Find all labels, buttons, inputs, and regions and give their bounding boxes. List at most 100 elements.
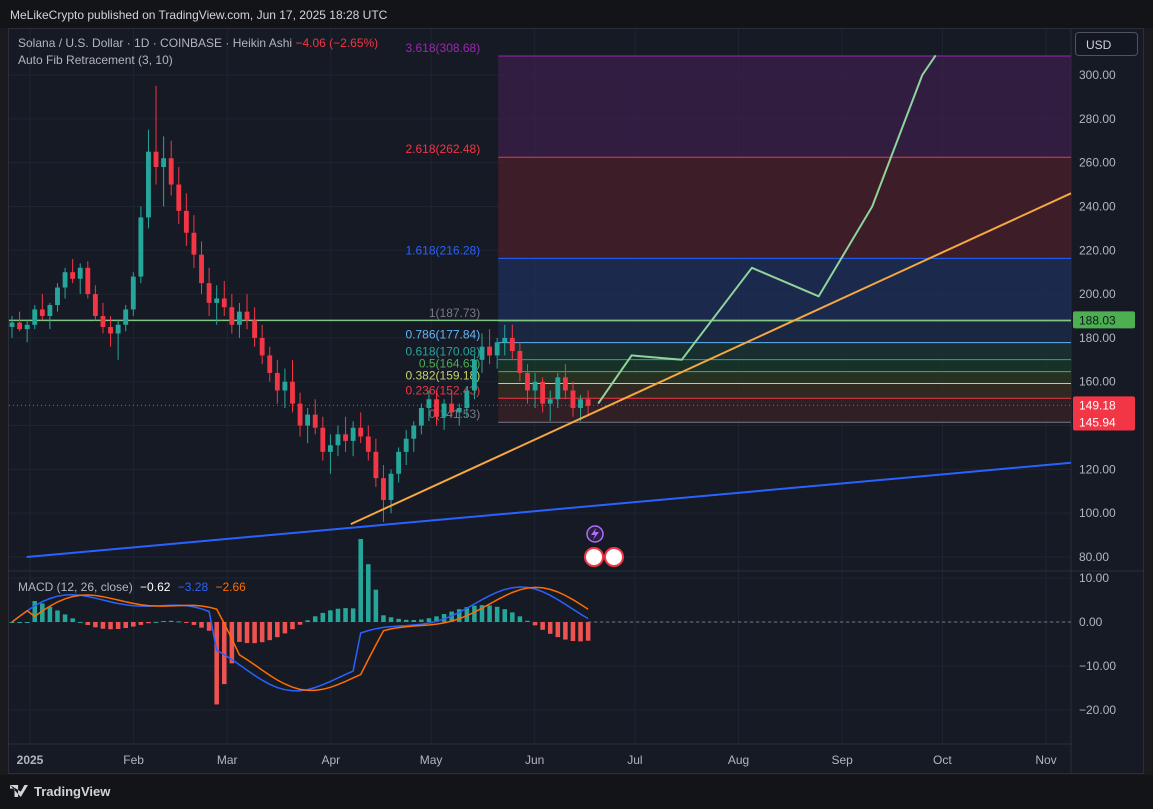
fib-label-0.786: 0.786(177.84) (406, 328, 481, 342)
candle-body (517, 351, 523, 373)
macd-histogram-bar (456, 609, 462, 622)
price-axis-tick: 80.00 (1079, 550, 1109, 564)
axes: 300.00 280.00 260.00 240.00 220.00 200.00 180.… (9, 68, 1116, 767)
candle-body (77, 267, 83, 279)
candle-body (24, 324, 30, 330)
fib-indicator-legend[interactable]: Auto Fib Retracement (3, 10) (18, 53, 173, 67)
candle-body (456, 408, 462, 413)
macd-histogram-bar (267, 622, 273, 641)
candle-body (92, 294, 98, 316)
fib-zone-0.5 (498, 371, 1072, 384)
time-axis-tick: Oct (933, 753, 952, 767)
candle-body (403, 438, 409, 452)
price-label-box (1073, 413, 1135, 431)
macd-histogram-bar (350, 608, 356, 622)
blue-support-trendline[interactable] (26, 461, 1072, 558)
us-flag-event-icon[interactable] (584, 547, 604, 567)
macd-pane (9, 539, 1071, 705)
macd-histogram-bar (115, 622, 121, 629)
candle-body (358, 427, 364, 437)
candle-body (464, 390, 470, 409)
candle-body (130, 276, 136, 310)
candle-body (259, 337, 265, 356)
time-axis-tick: Feb (123, 753, 144, 767)
candle-body (532, 381, 538, 391)
macd-histogram-bar (381, 615, 386, 622)
macd-histogram-bar (168, 620, 174, 622)
macd-histogram-bar (214, 622, 219, 705)
candle-body (585, 399, 591, 406)
us-flag-event-icon[interactable] (604, 547, 624, 567)
price-label-text: 149.18 (1079, 398, 1116, 412)
macd-histogram-bar (93, 622, 98, 628)
macd-histogram-bar (419, 619, 424, 622)
candle-body (350, 427, 356, 441)
candle-body (312, 414, 318, 428)
time-axis-tick: Jul (627, 753, 642, 767)
fib-retracement[interactable]: 3.618(308.68) 2.618(262.48) 1.618(216.28) 1… (9, 41, 1072, 423)
event-icons[interactable] (584, 525, 624, 567)
macd-histogram-bar (494, 606, 500, 622)
price-label-box (1073, 311, 1135, 329)
price-axis-tick: 160.00 (1079, 375, 1116, 389)
macd-histogram-bar (32, 601, 38, 622)
price-axis-tick: 280.00 (1079, 112, 1116, 126)
candle-body (176, 184, 182, 211)
candle-body (168, 158, 174, 185)
price-label-text: 188.03 (1079, 313, 1116, 327)
macd-histogram-bar (123, 622, 128, 629)
candle-body (290, 381, 295, 404)
candle-body (214, 298, 220, 303)
macd-histogram-bar (191, 622, 197, 625)
macd-histogram-bar (199, 622, 204, 628)
candle-body (449, 403, 455, 413)
macd-histogram-bar (55, 610, 60, 622)
macd-histogram-bar (547, 622, 553, 634)
macd-histogram-bar (388, 617, 394, 622)
macd-histogram-bar (176, 621, 182, 623)
macd-histogram-bar (335, 608, 341, 622)
macd-histogram-bar (358, 539, 363, 622)
fib-label-1: 1(187.73) (429, 306, 480, 320)
macd-histogram-bar (85, 622, 91, 625)
price-axis-tick: 120.00 (1079, 462, 1116, 476)
macd-histogram-bar (290, 622, 295, 630)
fib-label-3.618: 3.618(308.68) (406, 41, 481, 55)
candle-body (540, 381, 546, 404)
macd-histogram-bar (131, 622, 136, 627)
currency-button[interactable]: USD (1075, 32, 1138, 56)
macd-signal-value: −2.66 (215, 580, 246, 594)
candle-body (191, 232, 197, 255)
candle-body (418, 408, 424, 426)
macd-histogram-bar (100, 622, 106, 629)
candle-body (434, 399, 439, 417)
macd-histogram-bar (206, 622, 212, 631)
candle-body (252, 320, 258, 338)
candle-body (17, 322, 23, 330)
chart-canvas[interactable]: 3.618(308.68) 2.618(262.48) 1.618(216.28) 1… (9, 29, 1143, 773)
candle-body (509, 337, 515, 352)
time-axis-tick: Aug (728, 753, 749, 767)
candle-body (381, 478, 386, 501)
candle-body (343, 434, 348, 441)
symbol-legend[interactable]: Solana / U.S. Dollar · 1D · COINBASE · H… (18, 36, 378, 50)
macd-hist-value: −0.62 (140, 580, 171, 594)
macd-axis-tick: −20.00 (1079, 703, 1116, 717)
projection-path[interactable] (597, 54, 937, 405)
macd-histogram-bar (517, 616, 523, 622)
fib-zone-0.236 (498, 398, 1072, 423)
macd-legend[interactable]: MACD (12, 26, close) −0.62 −3.28 −2.66 (18, 580, 246, 594)
time-axis-tick: 2025 (17, 753, 44, 767)
fib-label-0.236: 0.236(152.43) (406, 383, 481, 397)
orange-support-trendline[interactable] (350, 192, 1072, 526)
macd-histogram-bar (343, 608, 348, 622)
time-axis-tick: Jun (525, 753, 544, 767)
macd-histogram-bar (373, 589, 379, 622)
tradingview-logo[interactable]: TradingView (10, 784, 110, 799)
price-axis-tick: 240.00 (1079, 199, 1116, 213)
macd-histogram-bar (221, 622, 227, 685)
trendlines[interactable] (26, 54, 1072, 558)
macd-line-value: −3.28 (177, 580, 209, 594)
lightning-bolt-glyph (591, 528, 599, 540)
